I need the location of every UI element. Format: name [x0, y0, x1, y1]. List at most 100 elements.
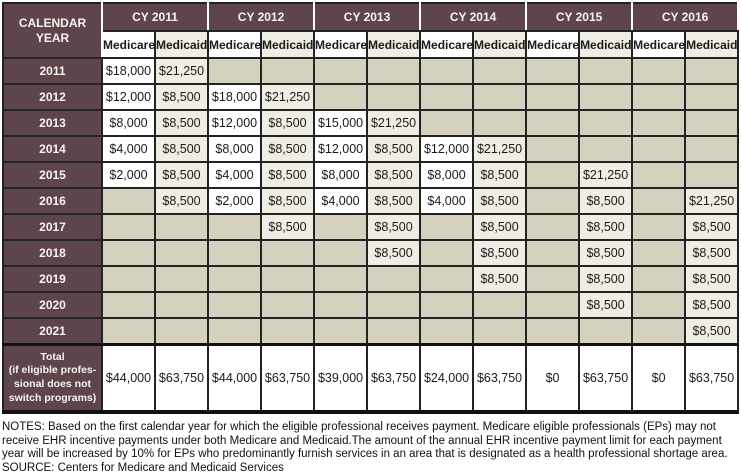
payment-cell: $8,500	[578, 239, 634, 267]
payment-cell	[472, 57, 528, 85]
payment-cell: $8,500	[153, 135, 210, 163]
column-group-cy2011: CY 2011	[100, 2, 210, 32]
column-group-cy2015: CY 2015	[525, 2, 634, 32]
payment-cell: $21,250	[578, 161, 634, 189]
calendar-year-header-line1: CALENDAR	[18, 15, 87, 30]
total-label-line1: Total	[40, 350, 65, 363]
notes-text: NOTES: Based on the first calendar year …	[2, 421, 728, 461]
payment-cell: $21,250	[260, 83, 316, 111]
payment-cell	[525, 109, 581, 137]
payment-cell	[472, 317, 528, 346]
payment-cell: $21,250	[366, 109, 422, 137]
payment-cell	[578, 57, 634, 85]
total-row: Total (if eligible profes- sional does n…	[2, 343, 740, 414]
payment-cell: $12,000	[313, 135, 369, 163]
payment-cell: $8,000	[313, 161, 369, 189]
table-row: 2013 $8,000 $8,500 $12,000 $8,500 $15,000 $21,…	[2, 109, 740, 137]
payment-cell: $4,000	[207, 161, 263, 189]
payment-cell: $8,500	[578, 265, 634, 293]
payment-cell: $4,000	[313, 187, 369, 215]
payment-cell: $12,000	[101, 83, 156, 111]
payment-cell: $8,500	[366, 135, 422, 163]
payment-cell	[207, 265, 263, 293]
total-payment-cell: $0	[525, 343, 581, 414]
ehr-incentive-payment-table: CALENDAR YEAR CY 2011 CY 2012 CY 2013 CY…	[2, 2, 740, 414]
program-header-medicare: Medicare	[101, 30, 156, 59]
payment-cell	[366, 265, 422, 293]
table-row: 2020 $8,500 $8,500	[2, 291, 740, 319]
payment-cell: $21,250	[153, 57, 210, 85]
row-year-label: 2019	[2, 265, 103, 293]
payment-cell: $8,500	[684, 265, 740, 293]
payment-cell	[313, 83, 369, 111]
payment-cell: $8,500	[260, 161, 316, 189]
payment-cell	[631, 213, 687, 241]
payment-cell: $8,500	[684, 317, 740, 346]
payment-cell: $8,500	[472, 213, 528, 241]
payment-cell: $8,000	[101, 109, 156, 137]
payment-cell	[684, 83, 740, 111]
program-header-medicaid: Medicaid	[260, 30, 316, 59]
program-header-medicare: Medicare	[631, 30, 687, 59]
payment-cell: $8,500	[260, 135, 316, 163]
payment-cell	[631, 135, 687, 163]
payment-cell	[578, 317, 634, 346]
total-label-line2: (if eligible profes-	[8, 364, 97, 377]
payment-cell	[684, 135, 740, 163]
row-year-label: 2015	[2, 161, 103, 189]
payment-cell	[101, 291, 156, 319]
payment-cell: $12,000	[207, 109, 263, 137]
payment-cell	[313, 291, 369, 319]
payment-cell: $8,500	[472, 187, 528, 215]
payment-cell: $8,500	[260, 213, 316, 241]
calendar-year-header: CALENDAR YEAR	[2, 2, 103, 59]
row-year-label: 2021	[2, 317, 103, 346]
payment-cell	[153, 213, 210, 241]
payment-cell	[419, 239, 475, 267]
table-row: 2011 $18,000 $21,250	[2, 57, 740, 85]
payment-cell	[631, 83, 687, 111]
payment-cell	[684, 161, 740, 189]
source-text: SOURCE: Centers for Medicare and Medicai…	[2, 461, 284, 474]
payment-cell: $8,500	[684, 239, 740, 267]
payment-cell: $8,500	[472, 161, 528, 189]
program-header-medicaid: Medicaid	[578, 30, 634, 59]
total-payment-cell: $39,000	[313, 343, 369, 414]
row-year-label: 2018	[2, 239, 103, 267]
payment-cell	[631, 109, 687, 137]
program-header-medicaid: Medicaid	[472, 30, 528, 59]
payment-cell	[525, 213, 581, 241]
payment-cell	[366, 57, 422, 85]
table-row: 2017 $8,500 $8,500 $8,500 $8,500 $8,500	[2, 213, 740, 241]
total-payment-cell: $63,750	[472, 343, 528, 414]
payment-cell	[525, 187, 581, 215]
payment-cell	[419, 291, 475, 319]
payment-cell: $21,250	[684, 187, 740, 215]
payment-cell	[101, 265, 156, 293]
payment-cell: $15,000	[313, 109, 369, 137]
payment-cell	[578, 135, 634, 163]
payment-cell	[525, 317, 581, 346]
payment-cell	[525, 135, 581, 163]
payment-cell	[366, 291, 422, 319]
payment-cell: $8,500	[260, 109, 316, 137]
payment-cell: $8,500	[260, 187, 316, 215]
payment-cell: $8,500	[366, 239, 422, 267]
payment-cell	[366, 83, 422, 111]
payment-cell	[419, 57, 475, 85]
payment-cell	[684, 57, 740, 85]
payment-cell: $8,500	[472, 265, 528, 293]
total-row-label: Total (if eligible profes- sional does n…	[2, 343, 103, 414]
payment-cell	[153, 265, 210, 293]
total-payment-cell: $24,000	[419, 343, 475, 414]
payment-cell	[578, 83, 634, 111]
payment-cell	[631, 239, 687, 267]
payment-cell: $8,500	[153, 109, 210, 137]
payment-cell	[472, 291, 528, 319]
payment-cell: $18,000	[101, 57, 156, 85]
table-row: 2018 $8,500 $8,500 $8,500 $8,500	[2, 239, 740, 267]
payment-cell: $2,000	[207, 187, 263, 215]
payment-cell	[472, 83, 528, 111]
payment-cell: $8,500	[366, 187, 422, 215]
